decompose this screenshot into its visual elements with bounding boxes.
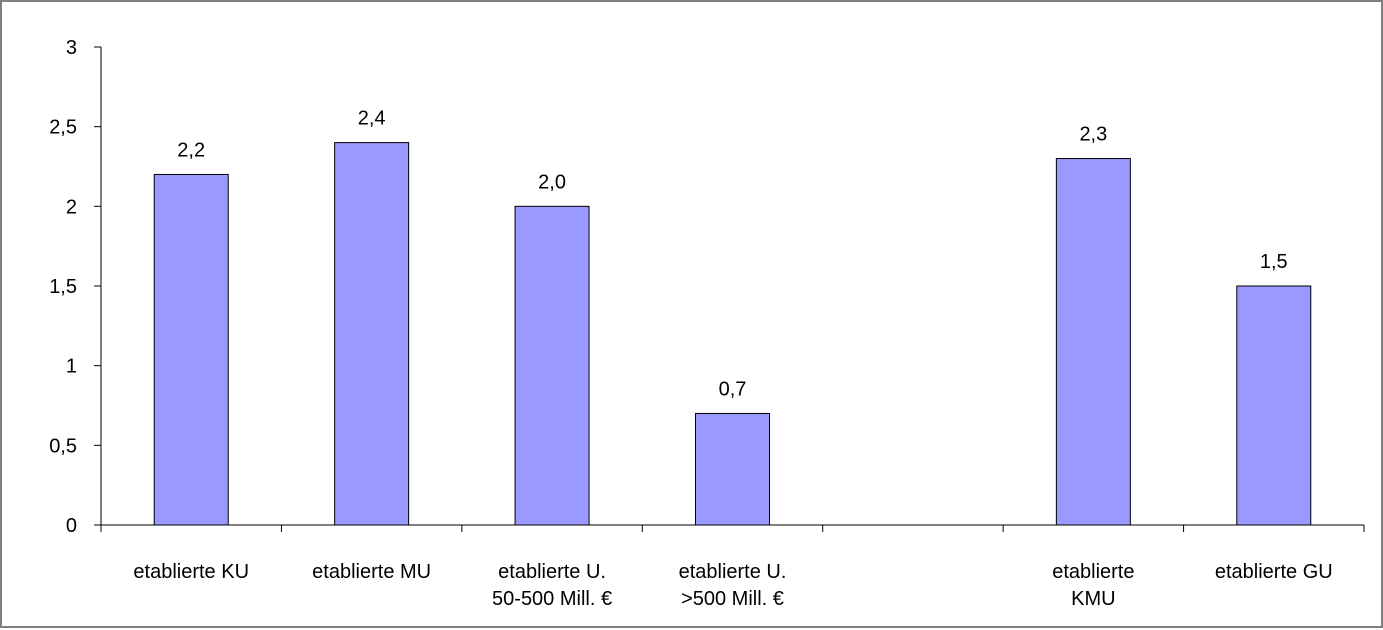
data-label: 2,0 xyxy=(538,171,566,193)
y-tick-label: 1,5 xyxy=(49,276,77,298)
bar xyxy=(695,412,770,526)
bar xyxy=(1055,158,1131,526)
data-label: 1,5 xyxy=(1260,251,1288,273)
y-tick-label: 3 xyxy=(66,37,77,59)
x-category-label: etablierte U. xyxy=(498,561,606,583)
x-category-label: etablierte xyxy=(1052,561,1134,583)
bar xyxy=(334,142,410,526)
x-category-label: KMU xyxy=(1071,588,1115,610)
x-category-label: etablierte MU xyxy=(312,561,431,583)
x-category-label: etablierte GU xyxy=(1215,561,1333,583)
y-tick-label: 2,5 xyxy=(49,117,77,139)
bar xyxy=(153,173,229,526)
y-tick-label: 1 xyxy=(66,356,77,378)
y-tick-label: 2 xyxy=(66,196,77,218)
axes: 0 0,5 1 1,5 2 2,5 3 xyxy=(49,37,1365,537)
x-category-label: >500 Mill. € xyxy=(681,588,784,610)
data-label: 0,7 xyxy=(719,378,747,400)
bar xyxy=(514,205,590,526)
data-label: 2,2 xyxy=(177,139,205,161)
labels: 2,2 etablierte KU 2,4 etablierte MU 2,0 etabl… xyxy=(133,108,1332,610)
bar xyxy=(1236,285,1312,526)
bars xyxy=(153,142,1312,526)
y-tick-label: 0 xyxy=(66,515,77,537)
x-category-label: 50-500 Mill. € xyxy=(492,588,612,610)
x-category-label: etablierte U. xyxy=(679,561,787,583)
y-tick-label: 0,5 xyxy=(49,435,77,457)
x-category-label: etablierte KU xyxy=(133,561,249,583)
data-label: 2,3 xyxy=(1079,124,1107,146)
data-label: 2,4 xyxy=(358,108,386,130)
